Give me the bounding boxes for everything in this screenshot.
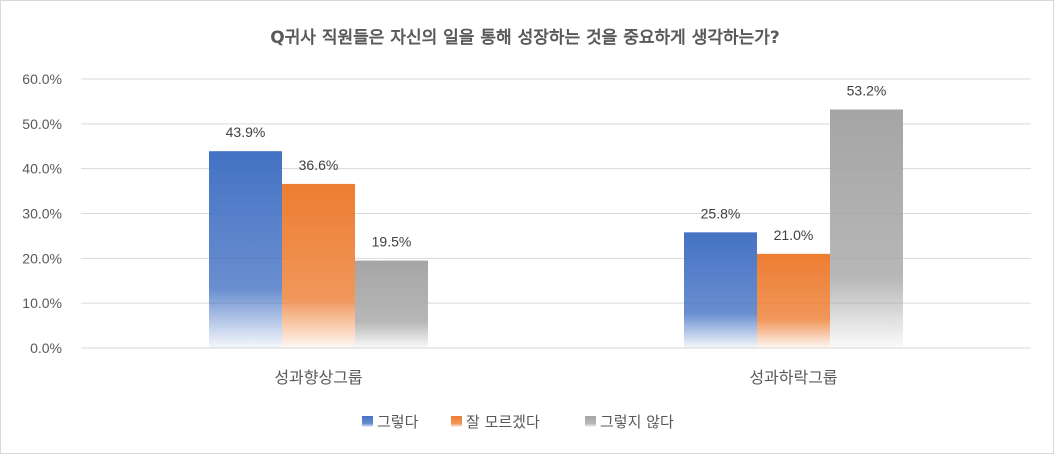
y-tick-label: 50.0% xyxy=(22,116,62,132)
y-tick-label: 30.0% xyxy=(22,206,62,222)
data-label: 19.5% xyxy=(372,234,412,250)
legend-swatch xyxy=(451,416,462,427)
y-tick-label: 0.0% xyxy=(30,340,62,356)
x-axis-categories: 성과향상그룹 성과하락그룹 xyxy=(274,368,837,387)
legend-swatch xyxy=(362,416,373,427)
legend-item: 그렇지 않다 xyxy=(585,413,674,431)
y-tick-label: 10.0% xyxy=(22,295,62,311)
y-tick-label: 60.0% xyxy=(22,71,62,87)
legend-label: 그렇다 xyxy=(377,413,419,431)
x-category-label: 성과하락그룹 xyxy=(749,368,837,387)
y-tick-label: 40.0% xyxy=(22,161,62,177)
x-category-label: 성과향상그룹 xyxy=(274,368,362,387)
bar xyxy=(282,183,355,348)
y-axis-ticks: 0.0% 10.0% 20.0% 30.0% 40.0% 50.0% 60.0% xyxy=(22,71,62,356)
legend-item: 잘 모르겠다 xyxy=(451,413,540,431)
data-label: 25.8% xyxy=(701,205,741,221)
legend-label: 잘 모르겠다 xyxy=(466,413,540,431)
legend: 그렇다 잘 모르겠다 그렇지 않다 xyxy=(362,413,674,431)
data-label: 21.0% xyxy=(774,227,814,243)
bar xyxy=(684,232,757,348)
legend-item: 그렇다 xyxy=(362,413,419,431)
bar xyxy=(209,151,282,348)
data-label: 43.9% xyxy=(226,124,266,140)
chart-title: Q귀사 직원들은 자신의 일을 통해 성장하는 것을 중요하게 생각하는가? xyxy=(270,28,780,48)
data-label: 53.2% xyxy=(847,82,887,98)
data-labels: 43.9% 36.6% 19.5% 25.8% 21.0% 53.2% xyxy=(226,82,887,249)
data-label: 36.6% xyxy=(299,157,339,173)
bars xyxy=(209,109,903,348)
legend-label: 그렇지 않다 xyxy=(600,413,674,431)
bar xyxy=(355,260,428,348)
legend-swatch xyxy=(585,416,596,427)
y-tick-label: 20.0% xyxy=(22,250,62,266)
bar xyxy=(757,253,830,348)
bar xyxy=(830,109,903,348)
